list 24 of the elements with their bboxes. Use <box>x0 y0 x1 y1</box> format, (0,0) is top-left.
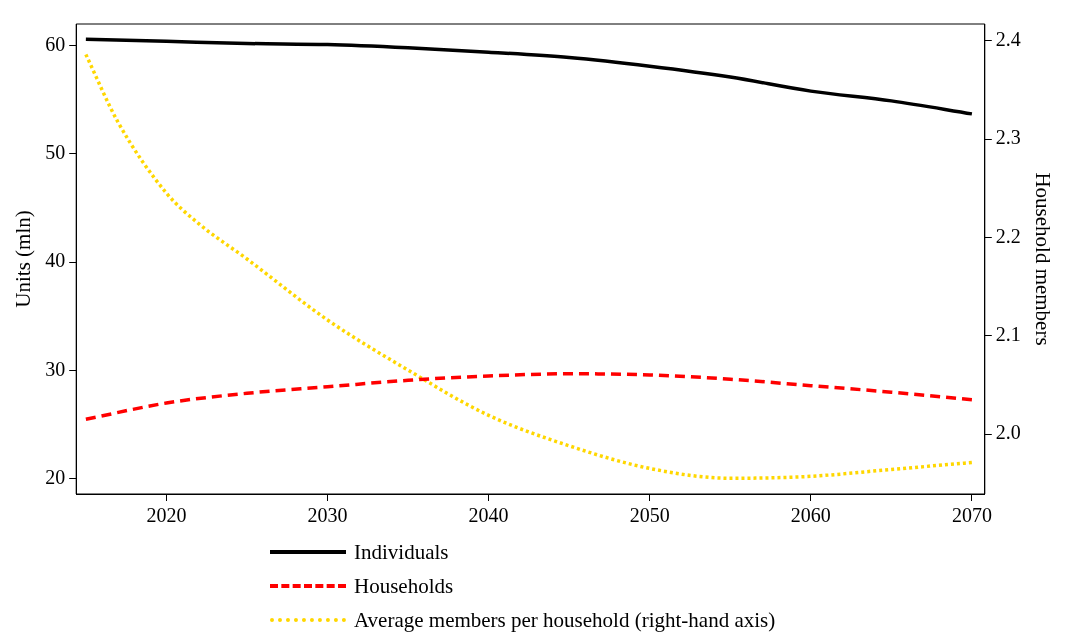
y-axis-title: Units (mln) <box>11 210 36 308</box>
y-tick-label: 60 <box>45 32 66 55</box>
y2-tick-label: 2.1 <box>995 322 1021 345</box>
x-tick-label: 2040 <box>468 504 509 527</box>
y2-tick-label: 2.3 <box>995 126 1021 149</box>
line-series <box>84 37 974 116</box>
y2-tick-label: 2.4 <box>995 27 1021 50</box>
legend-label: Average members per household (right-hand axis) <box>354 607 776 633</box>
line-series <box>84 372 974 422</box>
x-tick-label: 2020 <box>146 504 187 527</box>
x-tick-label: 2070 <box>951 504 992 527</box>
y-tick-label: 30 <box>45 357 66 380</box>
x-tick-label: 2030 <box>307 504 348 527</box>
y2-tick-label: 2.0 <box>995 421 1021 444</box>
y-tick-label: 20 <box>45 466 66 489</box>
line-series <box>84 52 974 481</box>
x-tick-label: 2060 <box>790 504 831 527</box>
legend-label: Households <box>354 573 454 599</box>
y2-axis-title: Household members <box>1030 172 1055 346</box>
x-tick-label: 2050 <box>629 504 670 527</box>
legend-label: Individuals <box>354 539 449 565</box>
y2-tick-label: 2.2 <box>995 224 1021 247</box>
y-tick-label: 50 <box>45 141 66 164</box>
y-tick-label: 40 <box>45 249 66 272</box>
